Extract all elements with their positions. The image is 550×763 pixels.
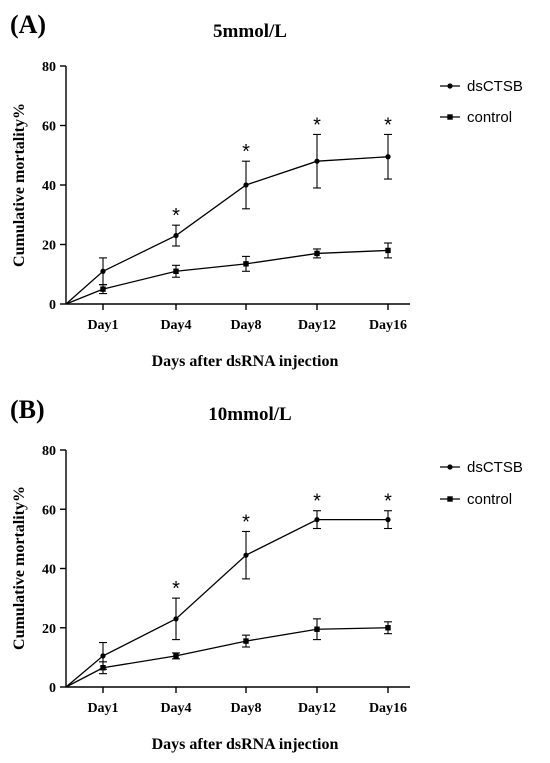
- legend-marker-circle: [447, 83, 453, 89]
- data-point-circle: [385, 517, 391, 523]
- significance-marker: *: [172, 205, 180, 227]
- series-line-dsctsb: [65, 156, 389, 305]
- legend-label: control: [467, 491, 512, 508]
- x-tick-label: Day12: [298, 318, 336, 333]
- data-point-square: [243, 638, 249, 644]
- x-tick-label: Day12: [298, 701, 336, 716]
- y-tick-label: 0: [49, 681, 56, 696]
- data-point-square: [173, 653, 179, 659]
- y-tick-label: 80: [42, 60, 56, 75]
- significance-marker: *: [172, 578, 180, 600]
- y-tick-label: 60: [42, 503, 56, 518]
- y-tick-label: 40: [42, 563, 56, 578]
- legend-item-dscstb: dsCTSB: [440, 78, 523, 95]
- data-point-circle: [173, 232, 179, 239]
- data-point-square: [385, 247, 391, 254]
- legend-marker-circle: [447, 464, 453, 470]
- significance-marker: *: [313, 114, 321, 136]
- plot-area: 0 20 40 60 80 Day1 Day4 Day8 Day12 Day16 * * * *: [42, 444, 410, 716]
- data-point-circle: [243, 182, 249, 188]
- y-tick-label: 60: [42, 120, 56, 135]
- x-tick-label: Day16: [369, 318, 407, 333]
- panel-letter: (A): [10, 10, 46, 39]
- significance-marker: *: [384, 491, 392, 513]
- data-point-circle: [314, 158, 320, 164]
- x-tick-label: Day16: [369, 701, 407, 716]
- data-point-square: [100, 665, 106, 671]
- legend: dsCTSB control: [440, 78, 523, 126]
- series-line-control: [65, 249, 389, 305]
- chart-title: 10mmol/L: [208, 404, 291, 425]
- significance-marker: *: [242, 141, 250, 163]
- x-tick-label: Day8: [230, 318, 261, 333]
- y-tick-label: 20: [42, 239, 56, 254]
- legend-item-dscstb: dsCTSB: [440, 459, 523, 476]
- panel-letter: (B): [10, 395, 45, 424]
- legend-item-control: control: [440, 491, 512, 508]
- data-point-circle: [385, 154, 391, 160]
- data-point-circle: [100, 653, 106, 659]
- series-line-control: [65, 627, 389, 688]
- x-tick-label: Day4: [160, 318, 191, 333]
- data-point-circle: [314, 517, 320, 523]
- x-tick-label: Day1: [87, 701, 118, 716]
- data-point-square: [385, 625, 391, 631]
- y-tick-label: 0: [49, 298, 56, 313]
- plot-area: 0 20 40 60 80 Day1 Day4 Day8 Day12 Day16 * * * *: [42, 60, 410, 333]
- x-axis-label: Days after dsRNA injection: [152, 736, 339, 753]
- y-tick-label: 80: [42, 444, 56, 459]
- data-point-square: [314, 250, 320, 257]
- legend-marker-square: [447, 114, 453, 120]
- significance-marker: *: [384, 114, 392, 136]
- legend-label: dsCTSB: [467, 459, 523, 476]
- y-tick-label: 20: [42, 622, 56, 637]
- x-axis-label: Days after dsRNA injection: [152, 353, 339, 370]
- x-tick-label: Day4: [160, 701, 191, 716]
- x-tick-label: Day1: [87, 318, 118, 333]
- legend-item-control: control: [440, 109, 512, 126]
- panel-b: (B) 10mmol/L Cumulative mortality% Days …: [10, 395, 523, 753]
- y-tick-label: 40: [42, 179, 56, 194]
- y-axis-label: Cumulative mortality%: [11, 486, 28, 650]
- significance-marker: *: [242, 511, 250, 533]
- data-point-square: [243, 261, 249, 267]
- data-point-circle: [100, 268, 106, 274]
- panel-a: (A) 5mmol/L Cumulative mortality% Days a…: [10, 10, 523, 370]
- data-point-square: [173, 268, 179, 274]
- x-tick-label: Day8: [230, 701, 261, 716]
- y-axis-label: Cumulative mortality%: [11, 103, 28, 267]
- legend-label: dsCTSB: [467, 78, 523, 95]
- data-point-circle: [173, 616, 179, 622]
- chart-title: 5mmol/L: [213, 21, 287, 42]
- series-line-dsctsb: [65, 518, 388, 688]
- legend-label: control: [467, 109, 512, 126]
- significance-marker: *: [313, 491, 321, 513]
- legend-marker-square: [447, 496, 453, 502]
- legend: dsCTSB control: [440, 459, 523, 508]
- data-point-circle: [243, 552, 249, 558]
- data-point-square: [100, 286, 106, 292]
- data-point-square: [314, 626, 320, 632]
